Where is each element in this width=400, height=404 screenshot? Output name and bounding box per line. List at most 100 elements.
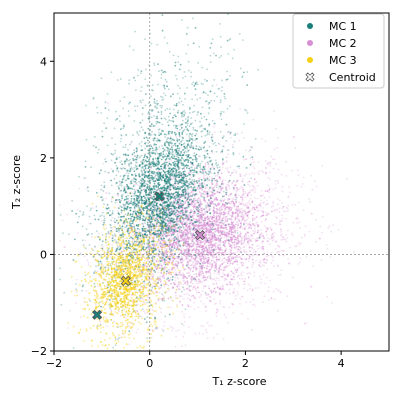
data-point — [175, 336, 177, 338]
data-point — [119, 157, 121, 159]
data-point — [191, 256, 193, 258]
data-point — [118, 337, 120, 339]
data-point — [221, 212, 223, 214]
data-point — [242, 228, 244, 230]
data-point — [198, 252, 200, 254]
data-point — [178, 367, 180, 369]
data-point — [200, 214, 202, 216]
data-point — [219, 244, 221, 246]
data-point — [299, 244, 301, 246]
data-point — [201, 266, 203, 268]
data-point — [254, 173, 256, 175]
data-point — [244, 284, 246, 286]
data-point — [195, 273, 197, 275]
data-point — [277, 182, 279, 184]
data-point — [285, 210, 287, 212]
data-point — [129, 344, 131, 346]
data-point — [205, 245, 207, 247]
data-point — [192, 283, 194, 285]
data-point — [208, 230, 210, 232]
data-point — [252, 259, 254, 261]
data-point — [250, 198, 252, 200]
data-point — [127, 149, 129, 151]
data-point — [191, 83, 193, 85]
data-point — [123, 96, 125, 98]
data-point — [113, 220, 115, 222]
data-point — [194, 250, 196, 252]
data-point — [188, 294, 190, 296]
data-point — [210, 244, 212, 246]
data-point — [41, 173, 43, 175]
data-point — [247, 182, 249, 184]
data-point — [264, 295, 266, 297]
data-point — [249, 224, 251, 226]
data-point — [195, 257, 197, 259]
data-point — [232, 211, 234, 213]
data-point — [263, 235, 265, 237]
data-point — [268, 287, 270, 289]
data-point — [258, 230, 260, 232]
data-point — [206, 273, 208, 275]
data-point — [175, 269, 177, 271]
data-point — [210, 216, 212, 218]
data-point — [182, 287, 184, 289]
data-point — [169, 256, 171, 258]
data-point — [207, 322, 209, 324]
data-point — [202, 193, 204, 195]
data-point — [274, 180, 276, 182]
data-point — [223, 269, 225, 271]
data-point — [237, 224, 239, 226]
data-point — [327, 227, 329, 229]
data-point — [173, 282, 175, 284]
data-point — [208, 260, 210, 262]
data-point — [274, 232, 276, 234]
data-point — [225, 168, 227, 170]
data-point — [190, 163, 192, 165]
data-point — [222, 252, 224, 254]
data-point — [299, 227, 301, 229]
data-point — [255, 251, 257, 253]
data-point — [233, 276, 235, 278]
data-point — [147, 332, 149, 334]
data-point — [180, 258, 182, 260]
data-point — [275, 183, 277, 185]
data-point — [201, 270, 203, 272]
data-point — [237, 218, 239, 220]
data-point — [197, 187, 199, 189]
data-point — [88, 223, 90, 225]
data-point — [179, 272, 181, 274]
data-point — [253, 212, 255, 214]
data-point — [146, 316, 148, 318]
data-point — [207, 219, 209, 221]
data-point — [116, 174, 118, 176]
data-point — [222, 145, 224, 147]
data-point — [237, 294, 239, 296]
data-point — [283, 206, 285, 208]
data-point — [206, 271, 208, 273]
data-point — [252, 190, 254, 192]
data-point — [185, 240, 187, 242]
data-point — [296, 222, 298, 224]
data-point — [265, 167, 267, 169]
data-point — [219, 280, 221, 282]
data-point — [282, 239, 284, 241]
data-point — [249, 285, 251, 287]
data-point — [285, 239, 287, 241]
data-point — [205, 329, 207, 331]
data-point — [235, 256, 237, 258]
data-point — [192, 254, 194, 256]
data-point — [230, 209, 232, 211]
data-point — [308, 198, 310, 200]
data-point — [102, 246, 104, 248]
data-point — [182, 139, 184, 141]
data-point — [230, 271, 232, 273]
data-point — [184, 249, 186, 251]
data-point — [256, 237, 258, 239]
data-point — [271, 237, 273, 239]
data-point — [117, 338, 119, 340]
data-point — [98, 233, 100, 235]
data-point — [260, 262, 262, 264]
data-point — [265, 204, 267, 206]
data-point — [304, 234, 306, 236]
